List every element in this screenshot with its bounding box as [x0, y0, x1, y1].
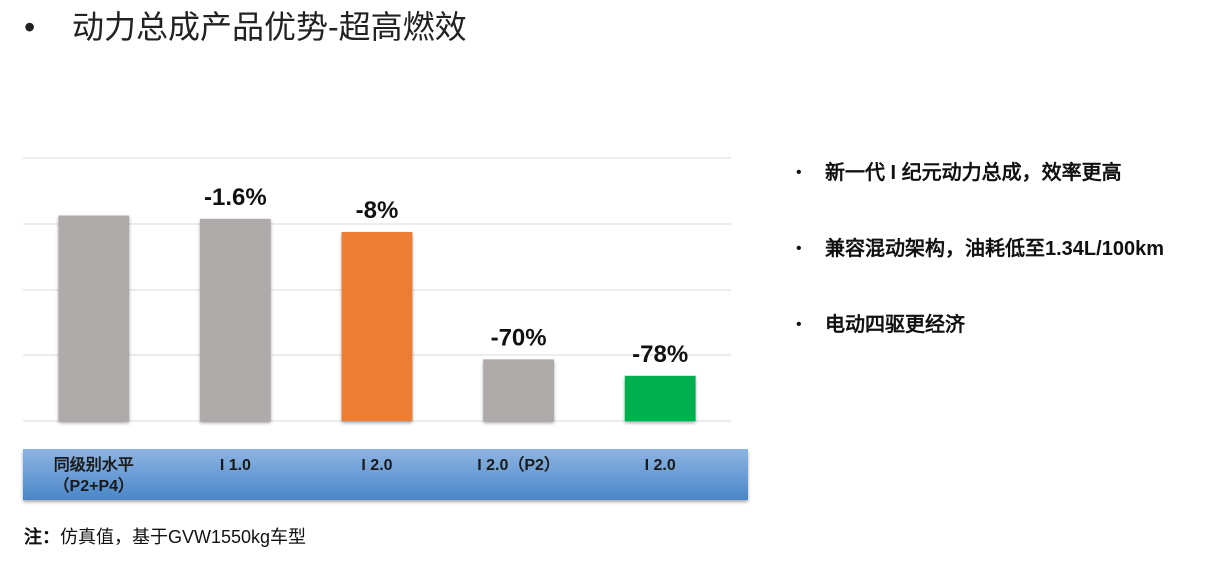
- data-label: -70%: [491, 324, 547, 351]
- bullet: 新一代 I 纪元动力总成，效率更高: [796, 156, 1164, 232]
- bar: [58, 215, 130, 421]
- category-label: I 2.0: [361, 457, 393, 474]
- title: • 动力总成产品优势-超高燃效: [24, 9, 467, 45]
- category-band: [23, 449, 748, 500]
- bar: [624, 375, 696, 421]
- bullet: 电动四驱更经济: [796, 308, 1164, 384]
- category-label: I 2.0: [644, 457, 676, 474]
- title-text: 动力总成产品优势-超高燃效: [72, 9, 467, 45]
- bar: [341, 231, 413, 421]
- note-text: 仿真值，基于GVW1550kg车型: [60, 527, 307, 547]
- bullet-list: 新一代 I 纪元动力总成，效率更高 兼容混动架构，油耗低至1.34L/100km…: [796, 156, 1164, 384]
- note-label: 注：: [24, 527, 60, 547]
- data-label: -1.6%: [204, 184, 267, 211]
- category-label: I 1.0: [219, 457, 251, 474]
- category-label: 同级别水平 （P2+P4）: [53, 457, 135, 495]
- bullet: 兼容混动架构，油耗低至1.34L/100km: [796, 232, 1164, 308]
- category-label: I 2.0（P2）: [477, 457, 560, 474]
- data-label: -78%: [632, 341, 688, 368]
- bar: [200, 218, 271, 421]
- note: 注：仿真值，基于GVW1550kg车型: [24, 523, 306, 549]
- data-label: -8%: [356, 197, 399, 224]
- bar: [483, 359, 554, 421]
